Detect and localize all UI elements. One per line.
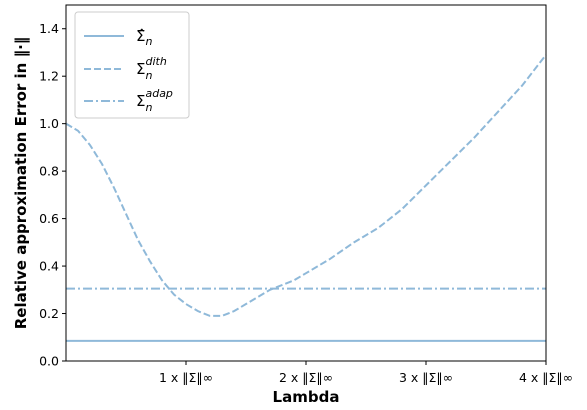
- x-tick-label: 4 x ‖Σ‖∞: [519, 370, 573, 385]
- y-tick-label: 0.6: [39, 211, 59, 226]
- legend-box: [74, 11, 190, 119]
- x-tick-label: 1 x ‖Σ‖∞: [159, 370, 213, 385]
- y-tick-label: 1.4: [39, 21, 59, 36]
- legend: Σ̂n Σndith Σnadap: [74, 11, 190, 119]
- legend-label-sigma-hat: Σ̂n: [136, 27, 152, 48]
- y-tick-label: 0.4: [39, 259, 59, 274]
- y-tick-label: 0.2: [39, 306, 59, 321]
- x-axis-title: Lambda: [273, 388, 340, 406]
- series-line-1: [65, 54, 547, 317]
- y-tick-label: 1.2: [39, 69, 59, 84]
- y-tick-label: 0.8: [39, 164, 59, 179]
- y-tick-label: 1.0: [39, 116, 59, 131]
- y-axis: 0.0 0.2 0.4 0.6 0.8 1.0 1.2 1.4: [39, 21, 66, 369]
- y-axis-title: Relative approximation Error in ‖·‖: [12, 37, 31, 330]
- x-axis: 1 x ‖Σ‖∞ 2 x ‖Σ‖∞ 3 x ‖Σ‖∞ 4 x ‖Σ‖∞: [159, 361, 573, 385]
- chart-series: [65, 54, 547, 342]
- y-tick-label: 0.0: [39, 354, 59, 369]
- x-tick-label: 2 x ‖Σ‖∞: [279, 370, 333, 385]
- x-tick-label: 3 x ‖Σ‖∞: [399, 370, 453, 385]
- legend-label-sigma-adap: Σnadap: [136, 87, 173, 114]
- legend-label-sigma-dith: Σndith: [136, 55, 167, 82]
